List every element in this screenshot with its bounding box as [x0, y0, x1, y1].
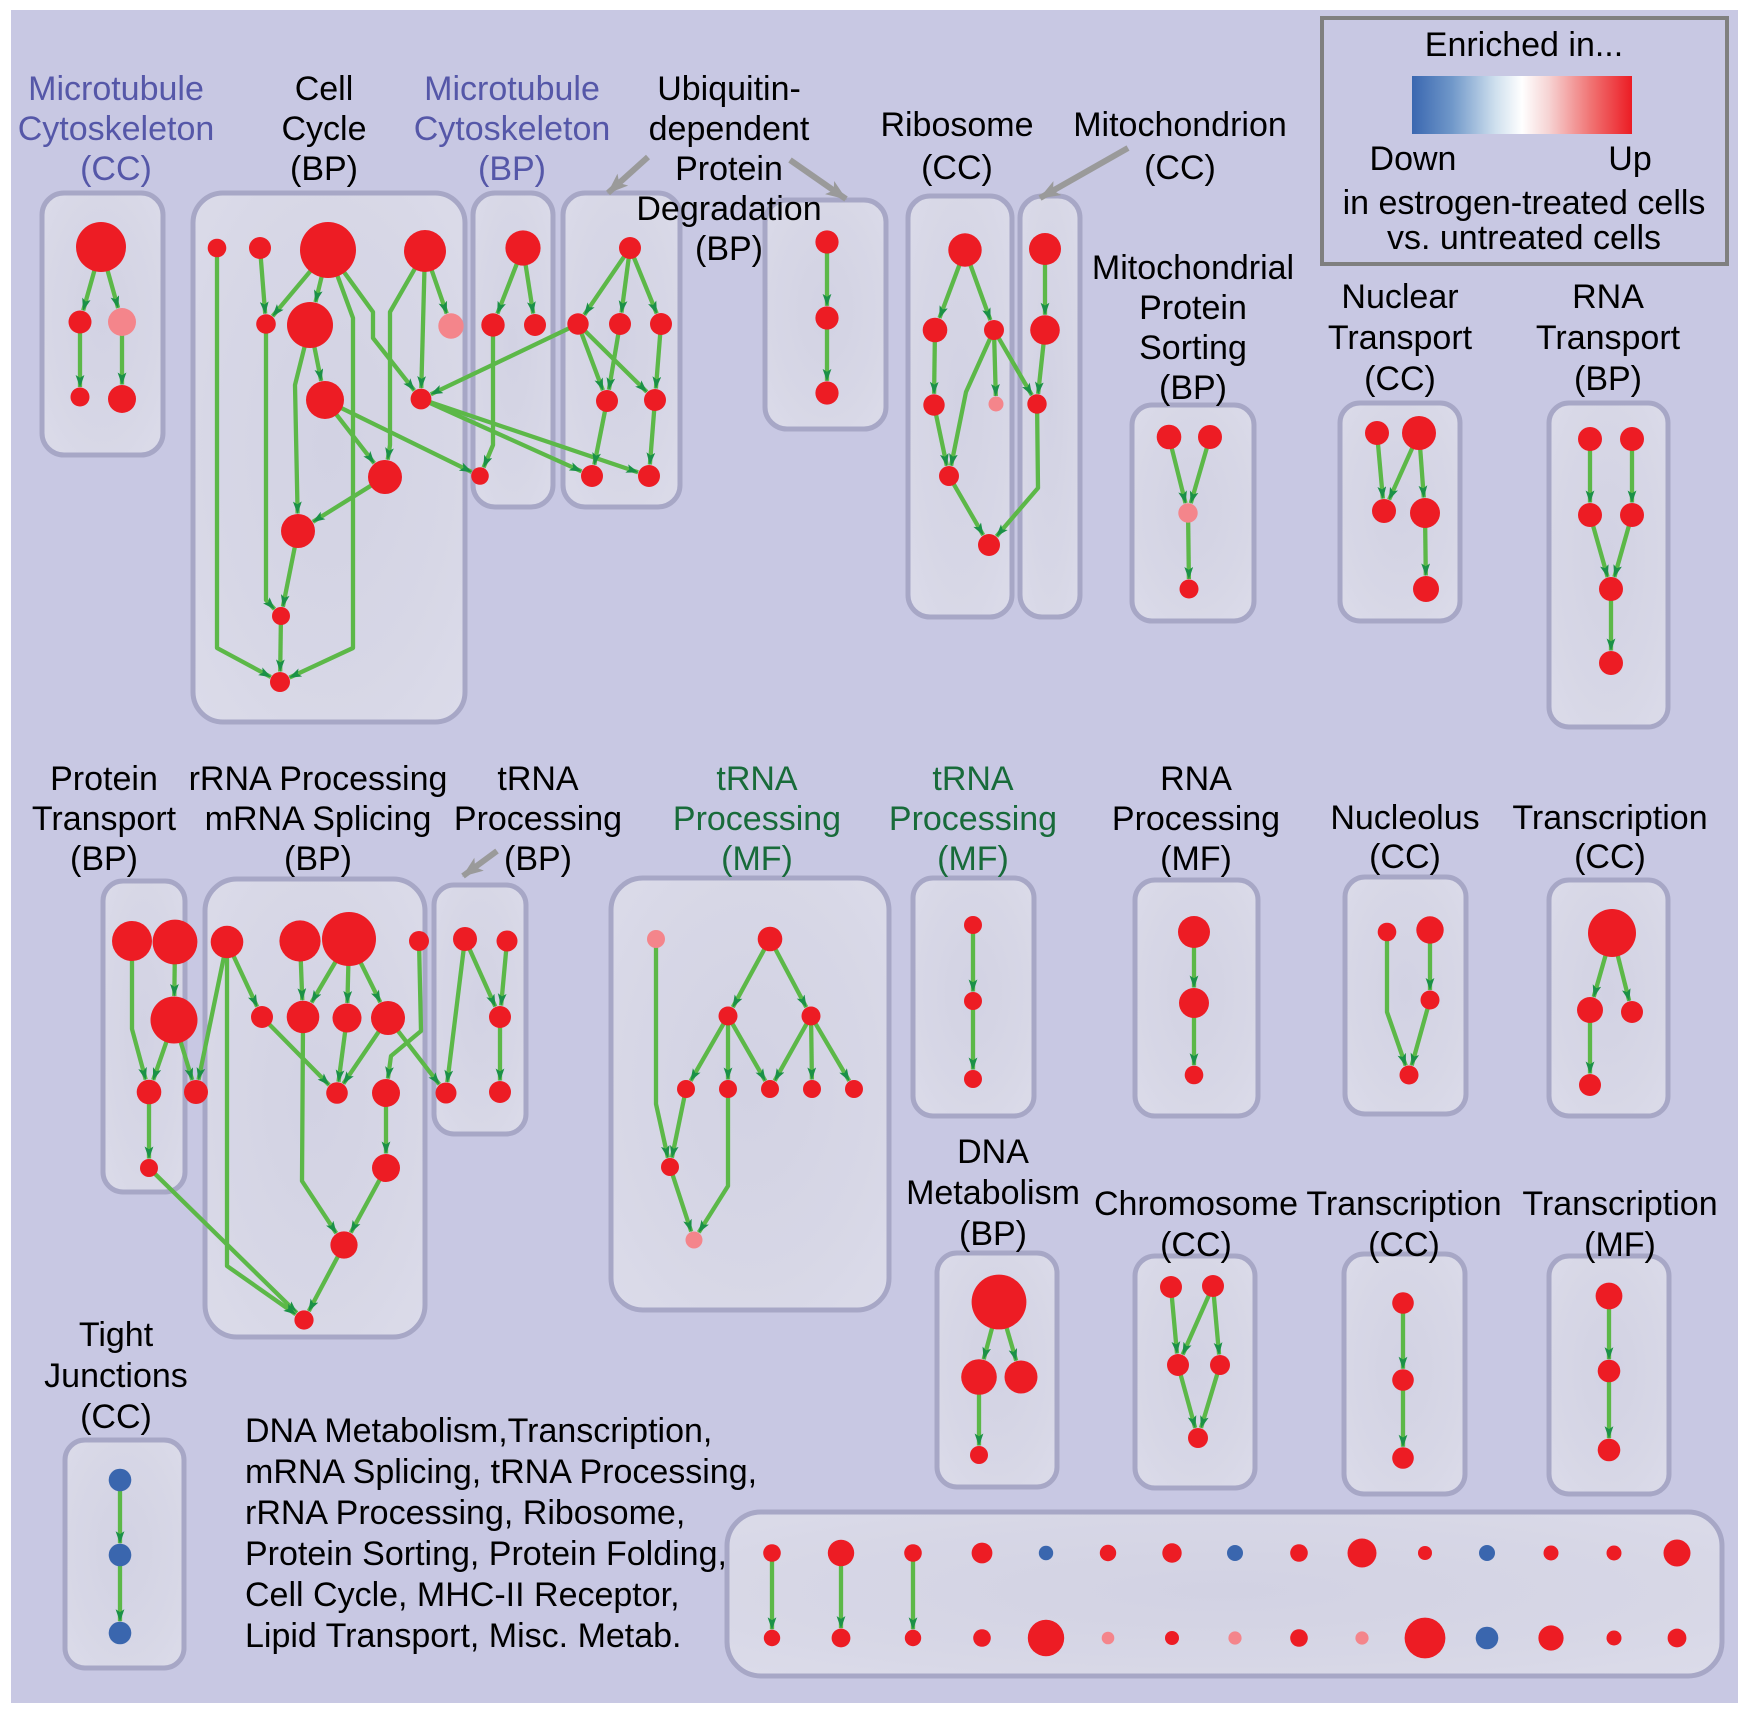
svg-text:dependent: dependent	[649, 110, 810, 148]
svg-text:(CC): (CC)	[1369, 838, 1441, 876]
svg-text:(BP): (BP)	[1574, 360, 1642, 398]
svg-text:Chromosome: Chromosome	[1094, 1185, 1298, 1223]
svg-text:Microtubule: Microtubule	[424, 70, 600, 108]
svg-text:Down: Down	[1370, 140, 1457, 178]
svg-text:(CC): (CC)	[1144, 149, 1216, 187]
svg-text:Processing: Processing	[454, 800, 622, 838]
svg-text:(CC): (CC)	[80, 1398, 152, 1436]
svg-text:RNA: RNA	[1572, 278, 1644, 316]
svg-text:Cycle: Cycle	[281, 110, 366, 148]
svg-text:Up: Up	[1608, 140, 1651, 178]
svg-text:Degradation: Degradation	[636, 190, 821, 228]
svg-text:vs. untreated cells: vs. untreated cells	[1387, 219, 1661, 257]
svg-text:(MF): (MF)	[1584, 1226, 1656, 1264]
svg-text:tRNA: tRNA	[932, 760, 1014, 798]
svg-text:Protein Sorting, Protein Foldi: Protein Sorting, Protein Folding,	[245, 1535, 727, 1573]
svg-text:(MF): (MF)	[1160, 840, 1232, 878]
svg-text:(CC): (CC)	[921, 149, 993, 187]
svg-text:Processing: Processing	[1112, 800, 1280, 838]
svg-text:(CC): (CC)	[1574, 838, 1646, 876]
svg-text:(MF): (MF)	[721, 840, 793, 878]
svg-text:Cytoskeleton: Cytoskeleton	[18, 110, 215, 148]
svg-text:Protein: Protein	[1139, 289, 1247, 327]
svg-text:(MF): (MF)	[937, 840, 1009, 878]
svg-text:(BP): (BP)	[695, 230, 763, 268]
svg-text:Transport: Transport	[1328, 319, 1473, 357]
svg-text:(BP): (BP)	[1159, 369, 1227, 407]
svg-text:Mitochondrial: Mitochondrial	[1092, 249, 1294, 287]
svg-text:mRNA Splicing: mRNA Splicing	[205, 800, 432, 838]
svg-text:Transcription: Transcription	[1512, 799, 1707, 837]
svg-text:(CC): (CC)	[80, 150, 152, 188]
svg-text:(BP): (BP)	[504, 840, 572, 878]
svg-text:(CC): (CC)	[1364, 360, 1436, 398]
svg-text:Protein: Protein	[50, 760, 158, 798]
svg-text:(BP): (BP)	[478, 150, 546, 188]
svg-text:(BP): (BP)	[959, 1215, 1027, 1253]
svg-text:Metabolism: Metabolism	[906, 1174, 1080, 1212]
svg-text:(BP): (BP)	[284, 840, 352, 878]
svg-text:RNA: RNA	[1160, 760, 1232, 798]
svg-text:Junctions: Junctions	[44, 1357, 188, 1395]
svg-text:Tight: Tight	[79, 1316, 154, 1354]
svg-text:Cell Cycle, MHC-II Receptor,: Cell Cycle, MHC-II Receptor,	[245, 1576, 680, 1614]
svg-text:Lipid Transport, Misc. Metab.: Lipid Transport, Misc. Metab.	[245, 1617, 682, 1655]
svg-text:Processing: Processing	[889, 800, 1057, 838]
svg-text:Transcription: Transcription	[1522, 1185, 1717, 1223]
svg-text:Processing: Processing	[673, 800, 841, 838]
svg-text:Transport: Transport	[1536, 319, 1681, 357]
svg-text:tRNA: tRNA	[497, 760, 579, 798]
svg-text:(BP): (BP)	[70, 840, 138, 878]
svg-text:DNA Metabolism,Transcription,: DNA Metabolism,Transcription,	[245, 1412, 712, 1450]
svg-text:Transport: Transport	[32, 800, 177, 838]
svg-text:mRNA Splicing, tRNA Processing: mRNA Splicing, tRNA Processing,	[245, 1453, 757, 1491]
svg-text:Enriched in...: Enriched in...	[1425, 26, 1623, 64]
svg-text:(CC): (CC)	[1368, 1226, 1440, 1264]
svg-text:rRNA Processing: rRNA Processing	[189, 760, 448, 798]
svg-text:Transcription: Transcription	[1306, 1185, 1501, 1223]
svg-text:Nucleolus: Nucleolus	[1330, 799, 1479, 837]
svg-text:(CC): (CC)	[1160, 1226, 1232, 1264]
svg-text:rRNA Processing, Ribosome,: rRNA Processing, Ribosome,	[245, 1494, 685, 1532]
svg-text:Sorting: Sorting	[1139, 329, 1247, 367]
svg-text:Nuclear: Nuclear	[1341, 278, 1458, 316]
svg-text:tRNA: tRNA	[716, 760, 798, 798]
svg-text:Cell: Cell	[295, 70, 354, 108]
svg-text:Mitochondrion: Mitochondrion	[1073, 106, 1287, 144]
svg-text:DNA: DNA	[957, 1133, 1029, 1171]
svg-text:Ubiquitin-: Ubiquitin-	[657, 70, 801, 108]
svg-text:in estrogen-treated cells: in estrogen-treated cells	[1343, 184, 1706, 222]
svg-text:Ribosome: Ribosome	[880, 106, 1033, 144]
svg-text:Cytoskeleton: Cytoskeleton	[414, 110, 611, 148]
svg-text:Protein: Protein	[675, 150, 783, 188]
svg-text:(BP): (BP)	[290, 150, 358, 188]
svg-text:Microtubule: Microtubule	[28, 70, 204, 108]
